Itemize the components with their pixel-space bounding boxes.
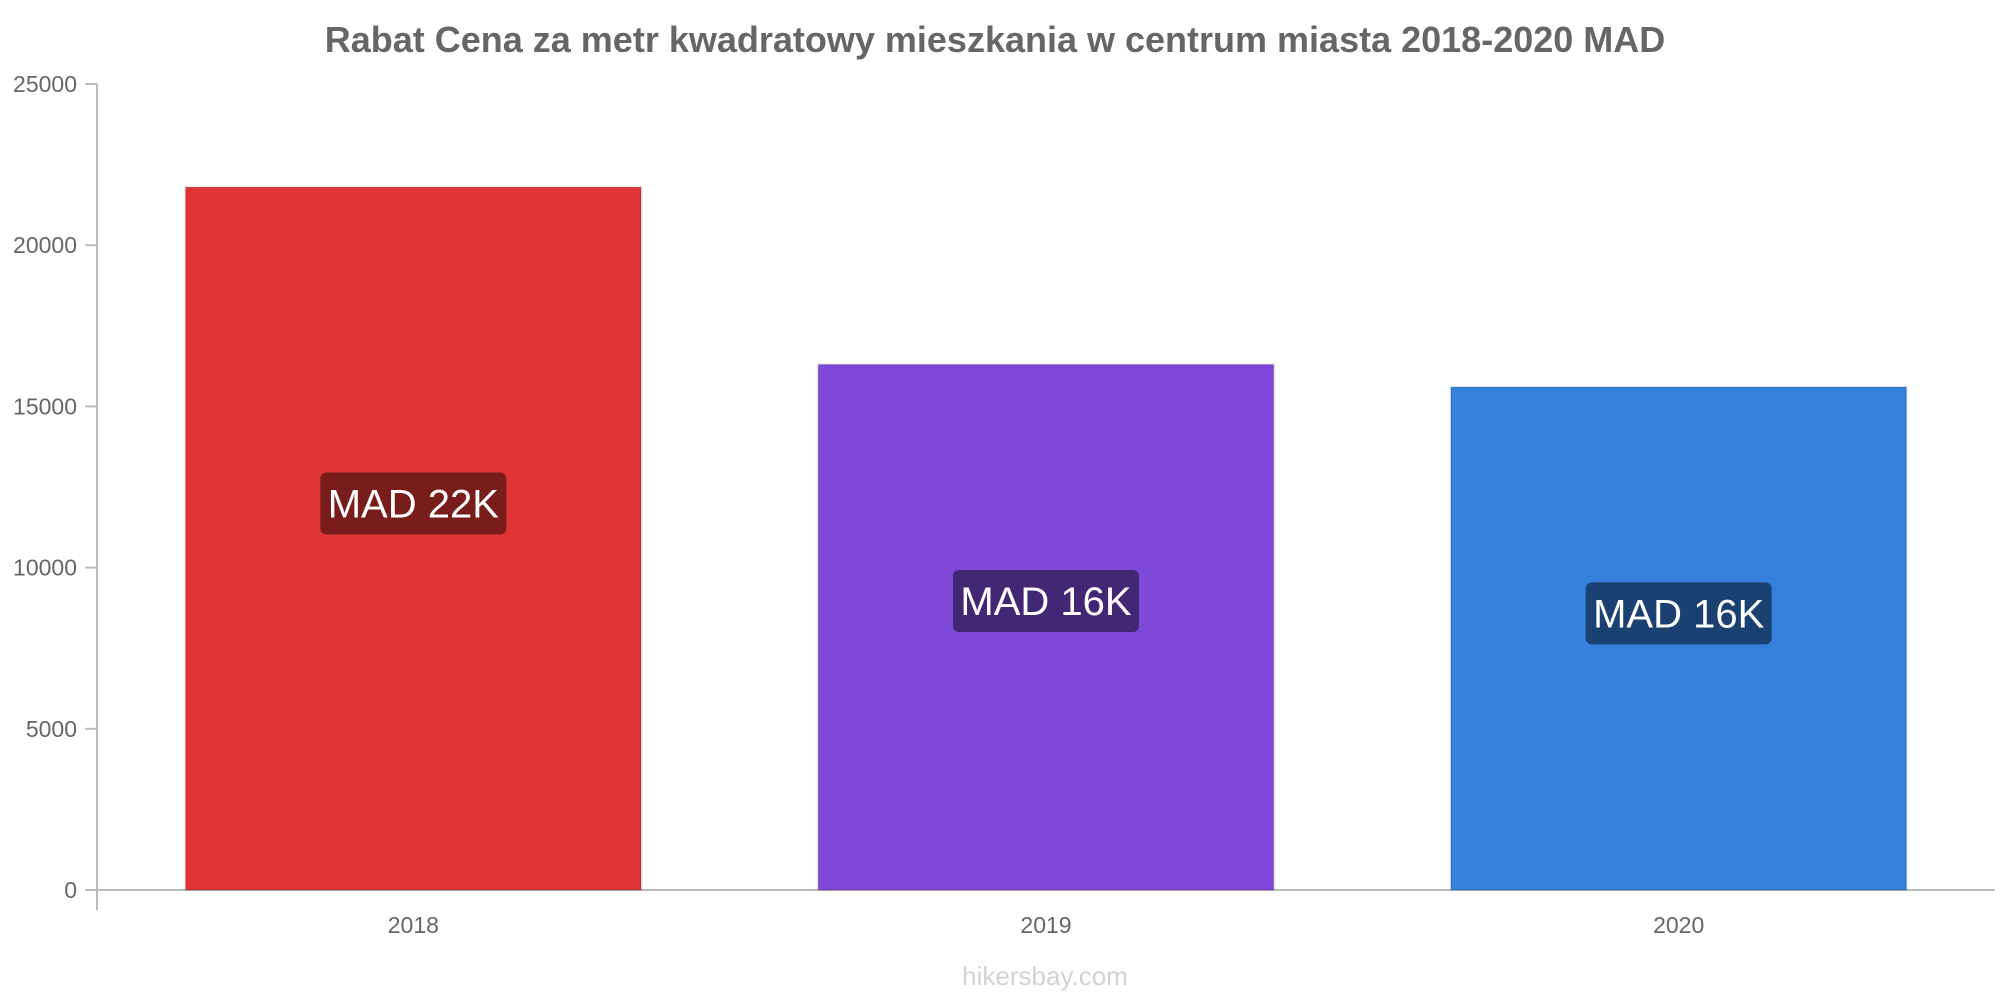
y-tick-label: 25000 bbox=[13, 71, 77, 97]
x-axis: 2018 2019 2020 bbox=[97, 889, 1995, 938]
x-tick-label: 2018 bbox=[388, 912, 439, 938]
y-tick-label: 20000 bbox=[13, 232, 77, 258]
x-tick-label: 2019 bbox=[1020, 912, 1071, 938]
y-axis: 0 5000 10000 15000 20000 25000 bbox=[13, 71, 98, 910]
data-label: MAD 22K bbox=[328, 482, 499, 526]
data-label-box bbox=[953, 569, 1139, 632]
y-tick-label: 15000 bbox=[13, 393, 77, 419]
y-tick-label: 5000 bbox=[26, 716, 77, 742]
data-labels: MAD 22K MAD 16K MAD 16K bbox=[320, 472, 1772, 645]
y-tick-label: 0 bbox=[64, 877, 77, 903]
data-label: MAD 16K bbox=[1593, 592, 1764, 636]
data-label-box bbox=[1585, 582, 1772, 645]
chart-title: Rabat Cena za metr kwadratowy mieszkania… bbox=[325, 19, 1666, 60]
bar bbox=[184, 186, 643, 891]
data-label: MAD 16K bbox=[960, 580, 1131, 624]
y-tick-label: 10000 bbox=[13, 555, 77, 581]
data-label-box bbox=[320, 472, 507, 535]
watermark-text: hikersbay.com bbox=[962, 961, 1128, 991]
bars bbox=[184, 186, 1908, 892]
x-tick-label: 2020 bbox=[1653, 912, 1704, 938]
